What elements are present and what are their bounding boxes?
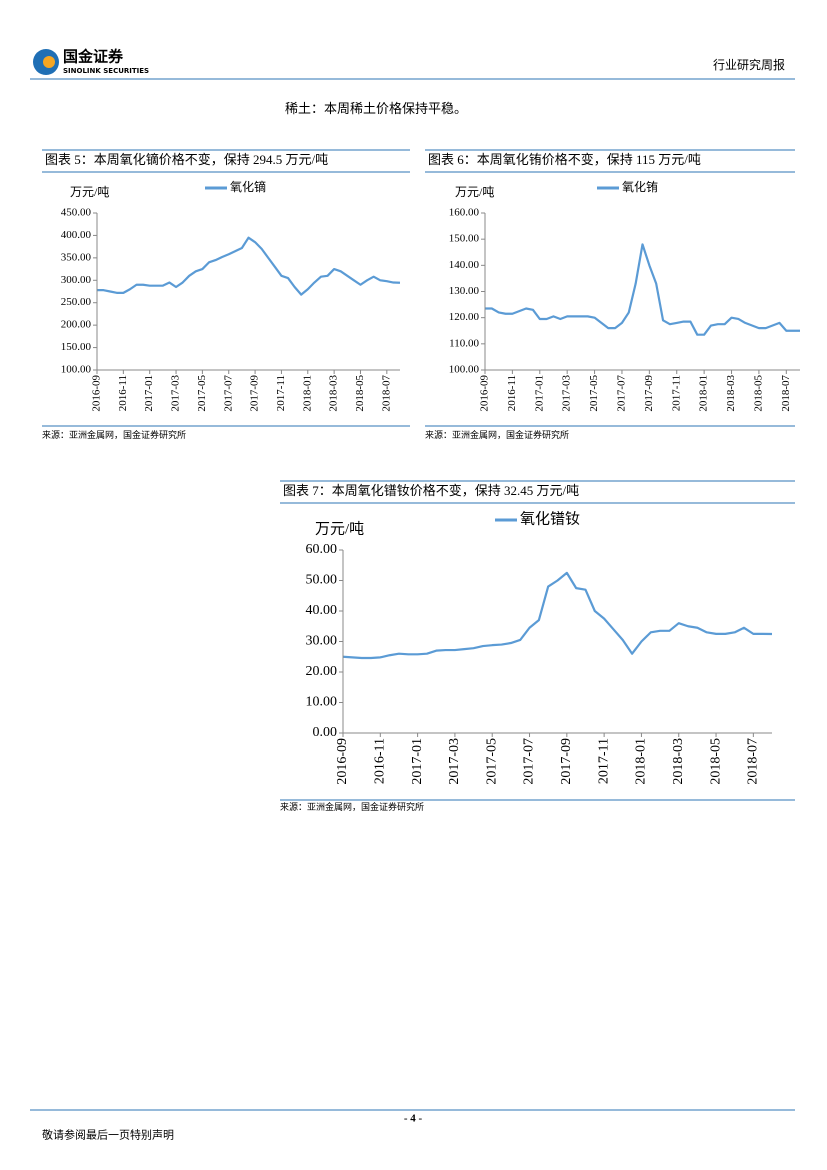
x-tick-label: 2018-01 <box>634 738 649 785</box>
x-tick-label: 2017-05 <box>484 738 499 785</box>
x-tick-label: 2017-05 <box>588 375 600 412</box>
figure-source: 来源：亚洲金属网，国金证券研究所 <box>42 429 186 440</box>
x-tick-label: 2018-05 <box>708 738 723 785</box>
figure-source: 来源：亚洲金属网，国金证券研究所 <box>425 429 569 440</box>
x-tick-label: 2018-01 <box>301 375 313 412</box>
y-tick-label: 110.00 <box>449 337 479 349</box>
y-tick-label: 150.00 <box>449 233 480 245</box>
x-tick-label: 2017-11 <box>670 375 682 411</box>
x-tick-label: 2016-09 <box>479 375 491 412</box>
y-axis-label: 万元/吨 <box>70 185 109 199</box>
x-tick-label: 2017-09 <box>643 375 655 412</box>
x-tick-label: 2017-01 <box>143 375 155 412</box>
data-line <box>342 571 773 660</box>
x-tick-label: 2018-03 <box>725 375 737 412</box>
y-tick-label: 200.00 <box>61 319 92 331</box>
legend-label: 氧化镨钕 <box>520 510 580 527</box>
y-tick-label: 140.00 <box>449 259 480 271</box>
logo-sub: SINOLINK SECURITIES <box>63 67 149 75</box>
y-tick-label: 130.00 <box>449 285 480 297</box>
y-tick-label: 30.00 <box>306 634 338 649</box>
x-tick-label: 2017-03 <box>447 738 462 785</box>
y-tick-label: 10.00 <box>306 695 338 710</box>
footer: - 4 - 敬请参阅最后一页特别声明 <box>30 1109 795 1142</box>
x-tick-label: 2018-03 <box>328 375 340 412</box>
legend-label: 氧化镝 <box>230 179 266 194</box>
y-tick-label: 250.00 <box>61 296 92 308</box>
y-tick-label: 350.00 <box>61 251 92 263</box>
y-tick-label: 100.00 <box>449 364 480 376</box>
figure-caption: 图表 5：本周氧化镝价格不变，保持 294.5 万元/吨 <box>45 152 328 167</box>
x-tick-label: 2017-09 <box>559 738 574 785</box>
x-tick-label: 2017-09 <box>249 375 261 412</box>
x-tick-label: 2017-01 <box>410 738 425 785</box>
figure-caption: 图表 6：本周氧化铕价格不变，保持 115 万元/吨 <box>428 152 701 167</box>
x-tick-label: 2017-07 <box>222 375 234 412</box>
x-tick-label: 2017-03 <box>561 375 573 412</box>
x-tick-label: 2017-07 <box>615 375 627 412</box>
y-tick-label: 160.00 <box>449 207 480 219</box>
y-tick-label: 120.00 <box>449 311 480 323</box>
x-tick-label: 2016-11 <box>506 375 518 411</box>
y-axis-label: 万元/吨 <box>315 520 364 537</box>
x-tick-label: 2018-07 <box>780 375 792 412</box>
page-number: - 4 - <box>404 1113 423 1125</box>
y-tick-label: 150.00 <box>61 341 92 353</box>
x-tick-label: 2016-11 <box>117 375 129 411</box>
legend-label: 氧化铕 <box>622 180 658 194</box>
x-tick-label: 2016-09 <box>91 375 103 412</box>
x-tick-label: 2018-07 <box>380 375 392 412</box>
x-tick-label: 2017-07 <box>522 738 537 785</box>
y-tick-label: 40.00 <box>306 603 338 618</box>
y-tick-label: 20.00 <box>306 664 338 679</box>
intro: 稀土：本周稀土价格保持平稳。 <box>285 101 467 116</box>
x-tick-label: 2017-11 <box>275 375 287 411</box>
x-tick-label: 2017-03 <box>170 375 182 412</box>
x-tick-label: 2017-01 <box>533 375 545 412</box>
x-tick-label: 2017-11 <box>596 738 611 784</box>
figure-source: 来源：亚洲金属网，国金证券研究所 <box>280 801 424 812</box>
data-line <box>97 236 401 296</box>
y-tick-label: 60.00 <box>306 542 338 557</box>
x-tick-label: 2017-05 <box>196 375 208 412</box>
x-tick-label: 2018-03 <box>671 738 686 785</box>
y-tick-label: 100.00 <box>61 364 92 376</box>
figure-caption: 图表 7：本周氧化镨钕价格不变，保持 32.45 万元/吨 <box>283 483 579 498</box>
y-axis-label: 万元/吨 <box>455 185 494 199</box>
y-tick-label: 450.00 <box>61 207 92 219</box>
data-line <box>485 243 800 336</box>
y-tick-label: 50.00 <box>306 573 338 588</box>
logo-name: 国金证券 <box>63 48 124 66</box>
x-tick-label: 2018-07 <box>746 738 761 785</box>
x-tick-label: 2016-09 <box>335 738 350 785</box>
x-tick-label: 2016-11 <box>373 738 388 784</box>
x-tick-label: 2018-05 <box>752 375 764 412</box>
logo-dot <box>43 56 55 68</box>
header: 国金证券 SINOLINK SECURITIES 行业研究周报 <box>30 48 795 80</box>
x-tick-label: 2018-01 <box>698 375 710 412</box>
y-tick-label: 0.00 <box>313 725 338 740</box>
x-tick-label: 2018-05 <box>354 375 366 412</box>
y-tick-label: 400.00 <box>61 229 92 241</box>
y-tick-label: 300.00 <box>61 274 92 286</box>
report-type: 行业研究周报 <box>713 57 785 72</box>
footer-note: 敬请参阅最后一页特别声明 <box>42 1128 174 1142</box>
